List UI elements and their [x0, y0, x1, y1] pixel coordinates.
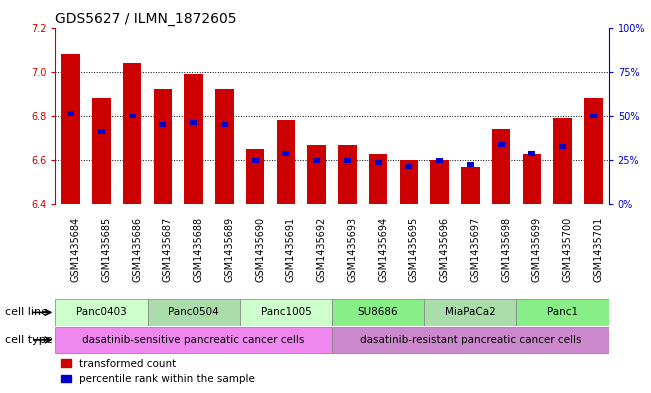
- Bar: [344, 158, 351, 163]
- Bar: [467, 162, 474, 167]
- Bar: [584, 98, 603, 204]
- Text: GSM1435700: GSM1435700: [562, 217, 573, 282]
- Text: GSM1435689: GSM1435689: [225, 217, 234, 282]
- Bar: [215, 90, 234, 204]
- Bar: [332, 327, 609, 353]
- Text: GSM1435695: GSM1435695: [409, 217, 419, 282]
- Text: dasatinib-sensitive pancreatic cancer cells: dasatinib-sensitive pancreatic cancer ce…: [83, 335, 305, 345]
- Text: Panc0403: Panc0403: [76, 307, 127, 318]
- Text: GSM1435690: GSM1435690: [255, 217, 265, 282]
- Text: GSM1435692: GSM1435692: [316, 217, 327, 282]
- Text: GSM1435697: GSM1435697: [470, 217, 480, 282]
- Bar: [252, 158, 258, 163]
- Text: cell line: cell line: [5, 307, 48, 318]
- Bar: [461, 167, 480, 204]
- Text: GSM1435698: GSM1435698: [501, 217, 511, 282]
- Bar: [553, 118, 572, 204]
- Bar: [559, 145, 566, 149]
- Bar: [123, 63, 141, 204]
- Legend: transformed count, percentile rank within the sample: transformed count, percentile rank withi…: [61, 359, 255, 384]
- Text: GSM1435686: GSM1435686: [132, 217, 142, 282]
- Bar: [277, 120, 295, 204]
- Bar: [221, 122, 228, 127]
- Bar: [283, 151, 290, 156]
- Text: GSM1435701: GSM1435701: [593, 217, 603, 282]
- Text: GSM1435696: GSM1435696: [439, 217, 450, 282]
- Bar: [55, 327, 332, 353]
- Text: SU8686: SU8686: [358, 307, 398, 318]
- Bar: [516, 299, 609, 326]
- Bar: [492, 129, 510, 204]
- Bar: [374, 160, 381, 165]
- Bar: [240, 299, 332, 326]
- Text: GSM1435694: GSM1435694: [378, 217, 388, 282]
- Bar: [400, 160, 418, 204]
- Bar: [430, 160, 449, 204]
- Bar: [332, 299, 424, 326]
- Bar: [61, 54, 80, 204]
- Bar: [67, 111, 74, 116]
- Bar: [55, 299, 148, 326]
- Bar: [424, 299, 516, 326]
- Bar: [338, 145, 357, 204]
- Text: GDS5627 / ILMN_1872605: GDS5627 / ILMN_1872605: [55, 13, 237, 26]
- Bar: [190, 120, 197, 125]
- Bar: [98, 129, 105, 134]
- Text: cell type: cell type: [5, 335, 52, 345]
- Text: dasatinib-resistant pancreatic cancer cells: dasatinib-resistant pancreatic cancer ce…: [359, 335, 581, 345]
- Text: GSM1435688: GSM1435688: [194, 217, 204, 282]
- Bar: [529, 151, 535, 156]
- Bar: [369, 154, 387, 204]
- Text: GSM1435684: GSM1435684: [71, 217, 81, 282]
- Bar: [92, 98, 111, 204]
- Text: Panc1: Panc1: [547, 307, 578, 318]
- Bar: [307, 145, 326, 204]
- Text: GSM1435693: GSM1435693: [348, 217, 357, 282]
- Bar: [313, 158, 320, 163]
- Bar: [159, 122, 167, 127]
- Bar: [246, 149, 264, 204]
- Bar: [184, 74, 203, 204]
- Bar: [154, 90, 172, 204]
- Bar: [129, 114, 135, 118]
- Text: GSM1435685: GSM1435685: [102, 217, 111, 282]
- Text: GSM1435699: GSM1435699: [532, 217, 542, 282]
- Text: MiaPaCa2: MiaPaCa2: [445, 307, 495, 318]
- Bar: [523, 154, 541, 204]
- Bar: [406, 164, 412, 169]
- Bar: [497, 142, 505, 147]
- Text: Panc0504: Panc0504: [169, 307, 219, 318]
- Text: GSM1435691: GSM1435691: [286, 217, 296, 282]
- Bar: [590, 114, 597, 118]
- Bar: [436, 158, 443, 163]
- Bar: [148, 299, 240, 326]
- Text: GSM1435687: GSM1435687: [163, 217, 173, 282]
- Text: Panc1005: Panc1005: [260, 307, 311, 318]
